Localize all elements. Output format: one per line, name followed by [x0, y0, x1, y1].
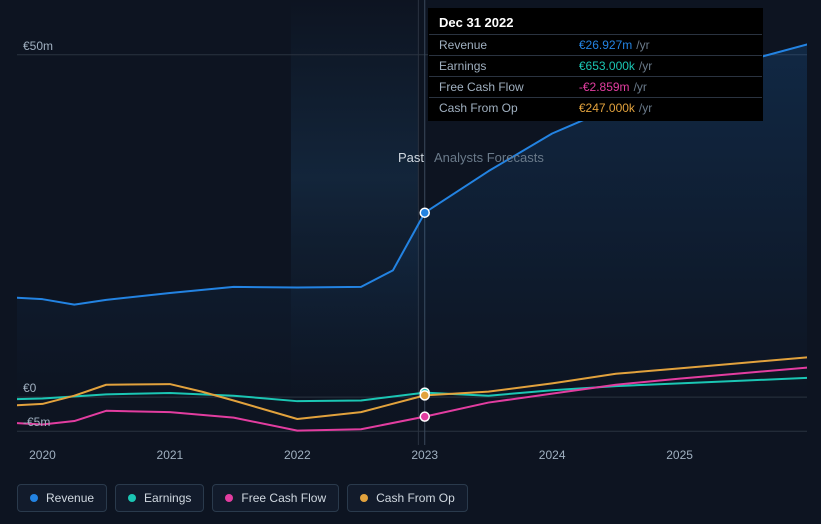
tooltip-row: Cash From Op€247.000k/yr: [429, 98, 762, 119]
chart-tooltip: Dec 31 2022 Revenue€26.927m/yrEarnings€6…: [428, 8, 763, 121]
tooltip-row-value: -€2.859m/yr: [569, 77, 762, 98]
legend-label: Free Cash Flow: [241, 491, 326, 505]
legend-item-earnings[interactable]: Earnings: [115, 484, 204, 512]
forecasts-label: Analysts Forecasts: [434, 150, 544, 165]
legend-item-cash-from-op[interactable]: Cash From Op: [347, 484, 468, 512]
legend-item-free-cash-flow[interactable]: Free Cash Flow: [212, 484, 339, 512]
tooltip-row-label: Revenue: [429, 35, 569, 56]
past-label: Past: [398, 150, 424, 165]
legend-dot-icon: [128, 494, 136, 502]
y-axis-label: -€5m: [23, 415, 50, 429]
tooltip-row: Earnings€653.000k/yr: [429, 56, 762, 77]
x-axis-label: 2023: [411, 448, 438, 462]
legend-dot-icon: [30, 494, 38, 502]
legend-label: Cash From Op: [376, 491, 455, 505]
tooltip-row-value: €653.000k/yr: [569, 56, 762, 77]
legend-label: Earnings: [144, 491, 191, 505]
tooltip-row-label: Cash From Op: [429, 98, 569, 119]
legend-label: Revenue: [46, 491, 94, 505]
x-axis-label: 2021: [157, 448, 184, 462]
tooltip-row-label: Free Cash Flow: [429, 77, 569, 98]
tooltip-row-value: €26.927m/yr: [569, 35, 762, 56]
legend-dot-icon: [360, 494, 368, 502]
tooltip-table: Revenue€26.927m/yrEarnings€653.000k/yrFr…: [429, 34, 762, 118]
x-axis-label: 2025: [666, 448, 693, 462]
x-axis-label: 2020: [29, 448, 56, 462]
tooltip-row: Revenue€26.927m/yr: [429, 35, 762, 56]
tooltip-row-value: €247.000k/yr: [569, 98, 762, 119]
y-axis-label: €0: [23, 381, 36, 395]
legend-dot-icon: [225, 494, 233, 502]
legend: Revenue Earnings Free Cash Flow Cash From O…: [17, 484, 468, 512]
tooltip-date: Dec 31 2022: [429, 15, 762, 34]
tooltip-row: Free Cash Flow-€2.859m/yr: [429, 77, 762, 98]
x-axis-label: 2024: [539, 448, 566, 462]
y-axis-label: €50m: [23, 39, 53, 53]
tooltip-row-label: Earnings: [429, 56, 569, 77]
legend-item-revenue[interactable]: Revenue: [17, 484, 107, 512]
x-axis-label: 2022: [284, 448, 311, 462]
